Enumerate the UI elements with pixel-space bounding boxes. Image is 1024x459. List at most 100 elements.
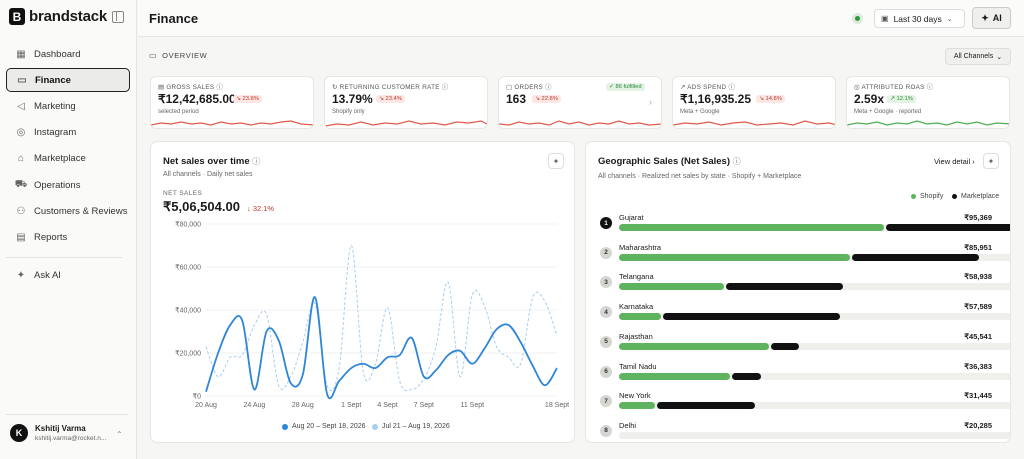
- sidebar-item-marketplace[interactable]: ⌂ Marketplace: [6, 146, 130, 170]
- date-range-select[interactable]: ▣ Last 30 days ⌄: [874, 9, 965, 28]
- kpi-sparkline-line: [151, 120, 313, 126]
- sidebar-item-label: Dashboard: [34, 48, 81, 60]
- kpi-subtitle: Shopify only: [332, 109, 365, 115]
- chevron-right-icon[interactable]: ›: [649, 97, 652, 107]
- legend-shopify-label: Shopify: [920, 193, 944, 200]
- sidebar-item-customers-reviews[interactable]: ⚇ Customers & Reviews: [6, 199, 130, 223]
- marketplace-bar[interactable]: [663, 313, 841, 321]
- sidebar-collapse-icon[interactable]: [112, 11, 124, 23]
- kpi-change-badge: ↗ 12.1%: [887, 95, 916, 103]
- kpi-value: ₹1,16,935.25: [680, 92, 752, 106]
- kpi-card-returning-customer-rate[interactable]: ↻ RETURNING CUSTOMER RATE ⓘ 13.79% ↘ 23.…: [324, 76, 488, 129]
- kpi-label: ▤ GROSS SALES ⓘ: [158, 84, 224, 91]
- net-sales-change: ↓ 32.1%: [247, 204, 275, 213]
- kpi-card-attributed-roas[interactable]: ◎ ATTRIBUTED ROAS ⓘ 2.59x ↗ 12.1% Meta +…: [846, 76, 1010, 129]
- marketplace-bar[interactable]: [771, 342, 800, 350]
- calendar-icon: ▣: [881, 14, 889, 23]
- state-value: ₹20,285: [964, 420, 992, 430]
- sidebar-divider: [6, 257, 122, 258]
- overview-section-label: ▭ OVERVIEW: [149, 51, 207, 60]
- overview-icon: ▭: [149, 51, 158, 60]
- chevron-updown-icon[interactable]: ⌃: [116, 430, 123, 439]
- sidebar-item-dashboard[interactable]: ▦ Dashboard: [6, 42, 130, 66]
- store-icon: ⌂: [17, 152, 25, 164]
- shopify-bar[interactable]: [619, 342, 770, 350]
- view-detail-link[interactable]: View detail ›: [934, 157, 975, 166]
- marketplace-bar[interactable]: [852, 253, 979, 261]
- kpi-sparkline-line: [847, 120, 1009, 126]
- geo-sales-card: Geographic Sales (Net Sales) ⓘ All chann…: [585, 141, 1011, 443]
- refresh-icon: ↻: [332, 84, 340, 91]
- sidebar-item-label: Marketing: [34, 100, 76, 112]
- kpi-change-badge: ↘ 23.4%: [376, 95, 405, 103]
- chevron-right-icon: ›: [972, 157, 975, 166]
- document-icon: ▤: [16, 231, 26, 243]
- truck-icon: ⛟: [14, 178, 28, 190]
- kpi-label: ▢ ORDERS ⓘ: [506, 84, 552, 91]
- user-profile[interactable]: K Kshitij Varma kshitij.varma@rocket.n..…: [10, 424, 106, 442]
- brand-logo[interactable]: B brandstack: [9, 8, 107, 25]
- sidebar-item-ask-ai[interactable]: ✦ Ask AI: [6, 263, 130, 287]
- ai-insight-button[interactable]: ✦: [548, 153, 564, 169]
- kpi-sparkline: [499, 120, 661, 126]
- state-name: Rajasthan: [619, 331, 653, 341]
- marketplace-bar[interactable]: [885, 224, 1010, 231]
- kpi-card-ads-spend[interactable]: ↗ ADS SPEND ⓘ ₹1,16,935.25 ↘ 14.8% Meta …: [672, 76, 836, 129]
- rank-badge: 3: [600, 276, 612, 289]
- marketplace-bar[interactable]: [725, 283, 843, 291]
- shopify-bar[interactable]: [619, 402, 656, 410]
- y-tick-label: ₹40,000: [175, 307, 201, 315]
- trend-icon: ↗: [680, 84, 688, 91]
- kpi-change-badge: ↘ 22.8%: [532, 95, 561, 103]
- shopify-bar[interactable]: [619, 283, 724, 291]
- rank-badge: 5: [600, 335, 612, 348]
- kpi-subtitle: Meta + Google · reported: [854, 109, 922, 115]
- kpi-card-gross-sales[interactable]: ▤ GROSS SALES ⓘ ₹12,42,685.00 ↘ 23.8% se…: [150, 76, 314, 129]
- main-area: Finance ▣ Last 30 days ⌄ ✦ AI ▭ OVERVIEW…: [138, 0, 1024, 459]
- sidebar-item-instagram[interactable]: ◎ Instagram: [6, 120, 130, 144]
- state-value: ₹95,369: [964, 213, 992, 222]
- shopify-bar[interactable]: [619, 372, 731, 380]
- kpi-sparkline: [151, 120, 313, 126]
- shopify-bar[interactable]: [619, 253, 851, 261]
- target-icon: ◎: [854, 84, 862, 91]
- state-value: ₹57,589: [964, 302, 992, 312]
- avatar: K: [10, 424, 28, 442]
- view-detail-label: View detail: [934, 157, 971, 166]
- sidebar-item-label: Operations: [34, 179, 81, 191]
- channel-filter-select[interactable]: All Channels ⌄: [945, 48, 1011, 65]
- rank-badge: 6: [600, 365, 612, 378]
- kpi-sparkline: [673, 120, 835, 126]
- legend-marketplace: Marketplace: [952, 193, 999, 200]
- series-line-current: [205, 296, 558, 400]
- sidebar-item-marketing[interactable]: ◁ Marketing: [6, 94, 130, 118]
- sidebar-item-label: Marketplace: [34, 152, 86, 164]
- wallet-icon: ▭: [17, 74, 27, 86]
- sparkle-icon: ✦: [981, 12, 989, 23]
- kpi-sparkline-line: [325, 120, 487, 127]
- state-name: Maharashtra: [619, 242, 662, 252]
- kpi-card-orders[interactable]: ▢ ORDERS ⓘ ✓ 86 fulfilled 163 ↘ 22.8% ›: [498, 76, 662, 129]
- chevron-down-icon: ⌄: [996, 53, 1003, 61]
- page-title: Finance: [149, 11, 199, 26]
- ai-insight-button[interactable]: ✦: [983, 153, 999, 169]
- sidebar-item-label: Instagram: [34, 126, 77, 138]
- sidebar-item-finance[interactable]: ▭ Finance: [6, 68, 130, 92]
- sidebar-item-operations[interactable]: ⛟ Operations: [6, 173, 130, 197]
- brand-mark: B: [9, 8, 25, 25]
- ai-button[interactable]: ✦ AI: [972, 7, 1011, 29]
- net-sales-card: Net sales over time ⓘ All channels · Dai…: [150, 141, 575, 443]
- date-range-label: Last 30 days: [893, 13, 942, 24]
- marketplace-bar[interactable]: [732, 372, 761, 380]
- sidebar-item-reports[interactable]: ▤ Reports: [6, 225, 130, 249]
- channel-filter-label: All Channels: [953, 53, 994, 60]
- shopify-bar[interactable]: [619, 313, 661, 321]
- legend-previous-swatch: [372, 423, 378, 430]
- legend-previous: Jul 21 – Aug 19, 2026: [372, 423, 450, 430]
- state-name: Karnataka: [619, 302, 654, 312]
- marketplace-bar[interactable]: [657, 402, 756, 410]
- sidebar-divider: [6, 414, 128, 415]
- x-tick-label: 24 Aug: [244, 402, 266, 409]
- shopify-bar[interactable]: [619, 224, 884, 231]
- receipt-icon: ▤: [158, 84, 167, 91]
